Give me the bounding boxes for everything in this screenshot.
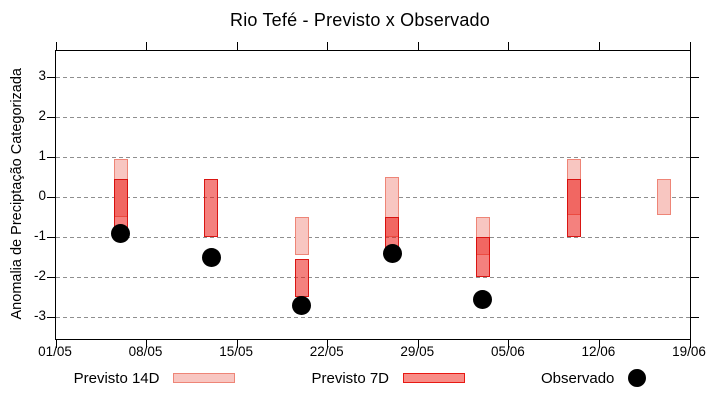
observed-dot xyxy=(292,295,312,315)
y-tick-left xyxy=(47,156,55,158)
x-tick-label: 05/06 xyxy=(490,344,525,359)
x-tick-top xyxy=(689,42,691,50)
x-tick-label: 01/05 xyxy=(38,344,72,359)
y-tick-left xyxy=(47,76,55,78)
x-tick-label: 29/05 xyxy=(400,344,435,359)
y-tick-label: 0 xyxy=(38,188,46,203)
x-tick-bottom xyxy=(55,340,57,348)
x-tick-bottom xyxy=(417,340,419,348)
x-tick-label: 22/05 xyxy=(309,344,344,359)
legend-label-previsto-7d: Previsto 7D xyxy=(311,369,390,387)
y-tick-right xyxy=(691,236,699,238)
gridline-y-2 xyxy=(56,276,690,278)
legend: Previsto 14D Previsto 7D Observado xyxy=(0,365,720,391)
legend-swatch-previsto-14d xyxy=(173,373,236,383)
forecast-7d-box xyxy=(204,179,219,237)
x-tick-top xyxy=(417,42,419,50)
legend-item-observado: Observado xyxy=(541,369,647,387)
y-tick-label: -3 xyxy=(33,308,46,323)
x-tick-bottom xyxy=(508,340,510,348)
x-tick-top xyxy=(146,42,148,50)
y-tick-label: -1 xyxy=(33,228,46,243)
plot-area xyxy=(47,42,699,348)
forecast-14d-box xyxy=(294,217,309,255)
y-tick-left xyxy=(47,276,55,278)
gridline-y3 xyxy=(56,76,690,78)
observed-dot xyxy=(111,223,131,243)
forecast-14d-box xyxy=(657,179,672,215)
forecast-7d-box xyxy=(475,237,490,277)
x-tick-top xyxy=(236,42,238,50)
x-tick-bottom xyxy=(236,340,238,348)
y-tick-right xyxy=(691,276,699,278)
x-tick-bottom xyxy=(689,340,691,348)
observed-dot xyxy=(473,289,493,309)
forecast-7d-box xyxy=(566,179,581,237)
observed-dot xyxy=(201,247,221,267)
x-tick-bottom xyxy=(146,340,148,348)
gridline-y2 xyxy=(56,116,690,118)
y-tick-label: 2 xyxy=(38,108,46,123)
forecast-7d-box xyxy=(294,259,309,297)
y-tick-label: 3 xyxy=(38,68,46,83)
y-tick-left xyxy=(47,196,55,198)
legend-label-observado: Observado xyxy=(541,369,615,387)
x-tick-top xyxy=(327,42,329,50)
y-tick-label: -2 xyxy=(33,268,46,283)
x-tick-label: 08/05 xyxy=(128,344,163,359)
x-tick-label: 15/05 xyxy=(219,344,254,359)
x-tick-bottom xyxy=(327,340,329,348)
x-tick-label: 12/06 xyxy=(581,344,616,359)
legend-item-previsto-7d: Previsto 7D xyxy=(311,369,466,387)
y-tick-right xyxy=(691,156,699,158)
y-tick-label: 1 xyxy=(38,148,46,163)
gridline-y-1 xyxy=(56,236,690,238)
legend-marker-observado xyxy=(628,369,647,387)
x-tick-label: 19/06 xyxy=(672,344,706,359)
y-tick-left xyxy=(47,116,55,118)
chart-title: Rio Tefé - Previsto x Observado xyxy=(230,10,490,30)
legend-item-previsto-14d: Previsto 14D xyxy=(74,370,236,387)
y-tick-left xyxy=(47,316,55,318)
legend-label-previsto-14d: Previsto 14D xyxy=(73,369,160,387)
x-tick-bottom xyxy=(598,340,600,348)
x-tick-top xyxy=(598,42,600,50)
y-tick-left xyxy=(47,236,55,238)
y-tick-right xyxy=(691,76,699,78)
gridline-y1 xyxy=(56,156,690,158)
observed-dot xyxy=(382,243,402,263)
x-tick-top xyxy=(508,42,510,50)
y-tick-right xyxy=(691,316,699,318)
y-tick-right xyxy=(691,116,699,118)
gridline-y0 xyxy=(56,196,690,198)
gridline-y-3 xyxy=(56,316,690,318)
legend-swatch-previsto-7d xyxy=(403,373,466,383)
y-tick-right xyxy=(691,196,699,198)
x-tick-top xyxy=(55,42,57,50)
